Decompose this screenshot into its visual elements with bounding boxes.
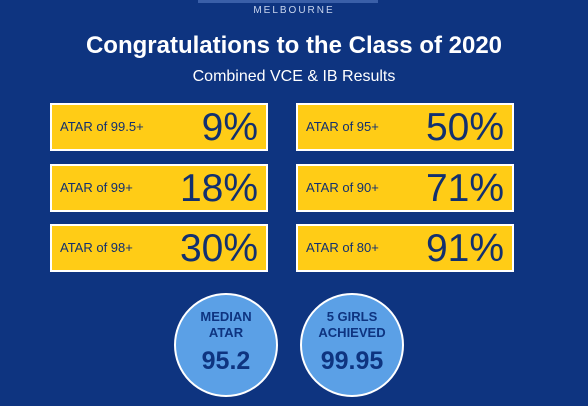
top-achievers-badge: 5 GIRLS ACHIEVED 99.95 bbox=[300, 293, 404, 397]
result-label: ATAR of 99+ bbox=[60, 180, 133, 195]
page-title: Congratulations to the Class of 2020 bbox=[85, 32, 503, 59]
result-value: 91% bbox=[425, 227, 504, 270]
result-value: 30% bbox=[179, 227, 258, 270]
top-accent-bar bbox=[198, 0, 378, 3]
result-value: 18% bbox=[179, 167, 258, 210]
result-value: 71% bbox=[425, 167, 504, 210]
result-value: 50% bbox=[425, 106, 504, 149]
result-label: ATAR of 90+ bbox=[306, 180, 379, 195]
result-card-90: ATAR of 90+ 71% bbox=[296, 164, 514, 212]
result-label: ATAR of 99.5+ bbox=[60, 119, 144, 134]
median-atar-badge: MEDIAN ATAR 95.2 bbox=[174, 293, 278, 397]
badge-line-1: MEDIAN bbox=[200, 309, 252, 324]
result-label: ATAR of 98+ bbox=[60, 240, 133, 255]
brand-wordmark: MELBOURNE bbox=[253, 5, 335, 16]
result-card-99: ATAR of 99+ 18% bbox=[50, 164, 268, 212]
result-card-95: ATAR of 95+ 50% bbox=[296, 103, 514, 151]
result-card-99-5: ATAR of 99.5+ 9% bbox=[50, 103, 268, 151]
badge-value: 99.95 bbox=[320, 347, 384, 375]
page-subtitle: Combined VCE & IB Results bbox=[192, 68, 396, 85]
badge-line-2: ACHIEVED bbox=[318, 325, 386, 340]
result-card-80: ATAR of 80+ 91% bbox=[296, 224, 514, 272]
result-card-98: ATAR of 98+ 30% bbox=[50, 224, 268, 272]
badge-value: 95.2 bbox=[201, 347, 251, 375]
result-label: ATAR of 95+ bbox=[306, 119, 379, 134]
badge-line-1: 5 GIRLS bbox=[326, 309, 378, 324]
badge-line-2: ATAR bbox=[208, 325, 244, 340]
result-label: ATAR of 80+ bbox=[306, 240, 379, 255]
result-value: 9% bbox=[201, 106, 258, 149]
